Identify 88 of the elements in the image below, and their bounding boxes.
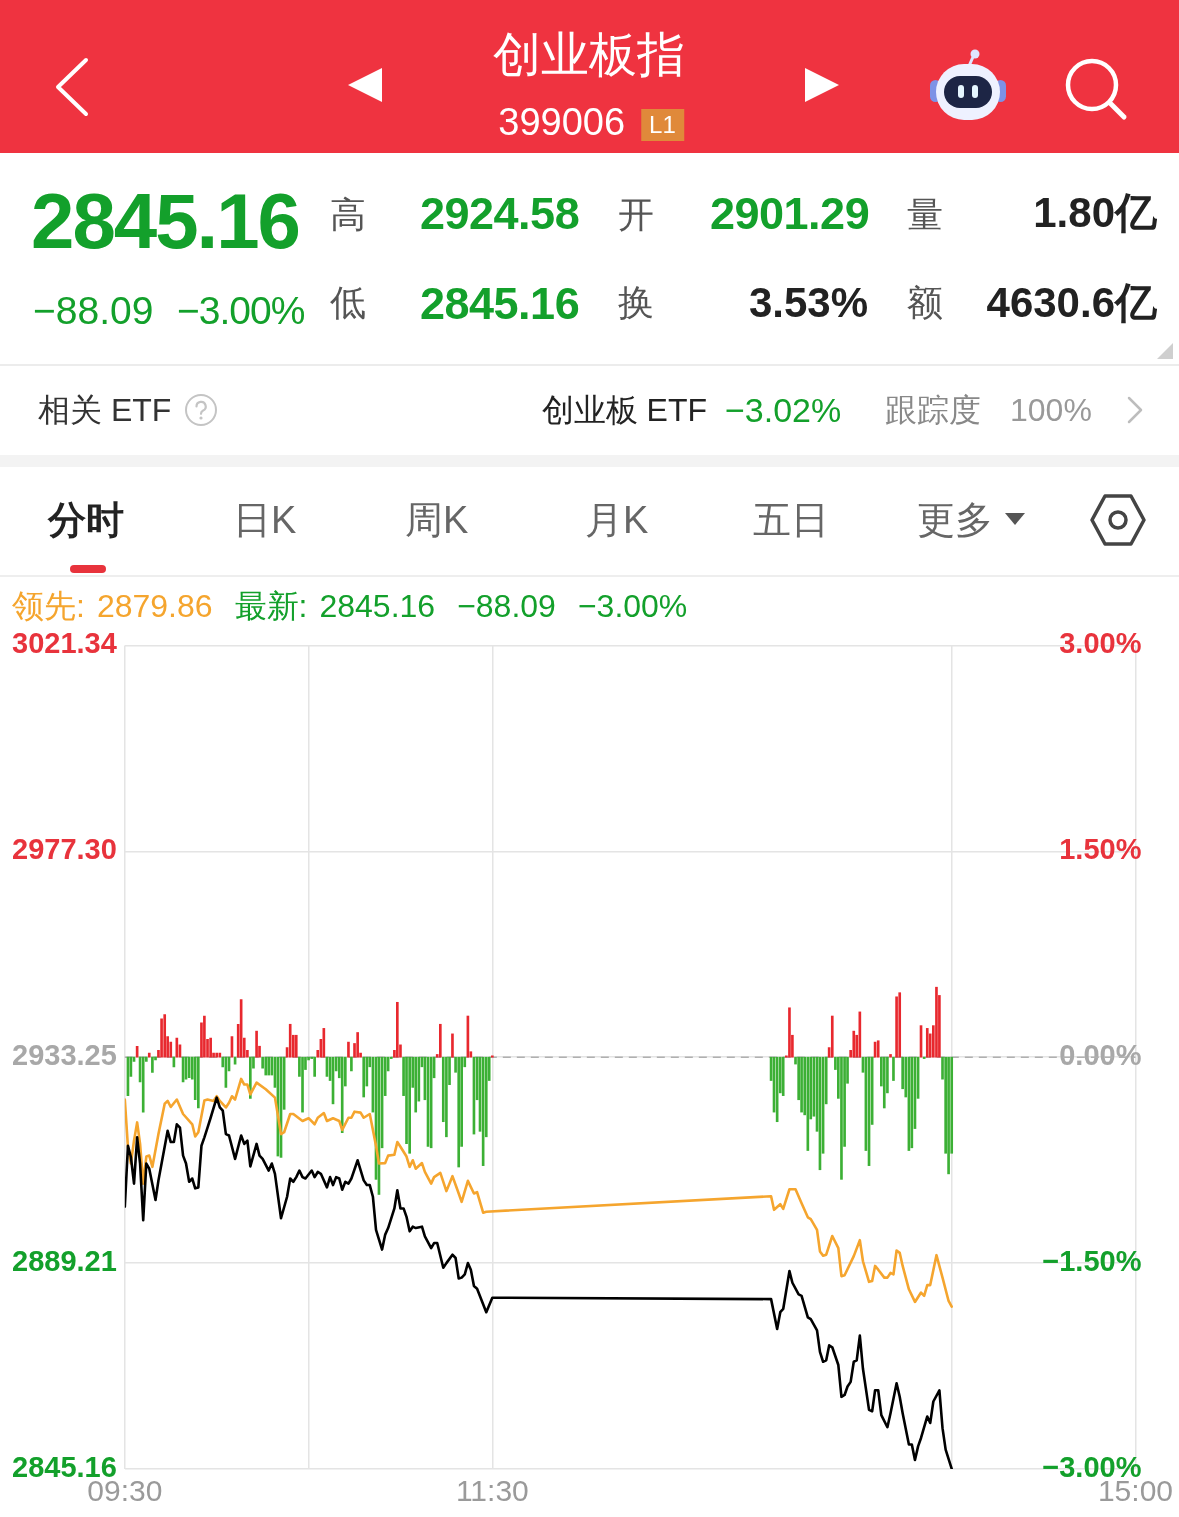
- text: 低: [330, 282, 366, 323]
- text: 3.53%: [748, 279, 868, 326]
- bar: [350, 1056, 353, 1072]
- bar: [491, 1055, 494, 1058]
- x-tick-label: 11:30: [455, 1474, 529, 1508]
- bar: [362, 1056, 366, 1098]
- text: 创业板 ETF: [541, 392, 707, 428]
- bar: [840, 1056, 843, 1180]
- bar: [163, 1014, 167, 1058]
- bar: [830, 1015, 834, 1058]
- text: 2845.16: [420, 278, 580, 329]
- bar: [892, 1056, 895, 1081]
- bar: [947, 1056, 950, 1175]
- y2-tick-label: 0.00%: [1059, 1039, 1142, 1072]
- bar: [313, 1056, 316, 1077]
- text: 2901.29: [710, 188, 870, 239]
- bar: [267, 1056, 271, 1076]
- bar: [396, 1001, 399, 1058]
- text: 开: [618, 194, 654, 235]
- text: 更多: [917, 499, 993, 541]
- bar: [288, 1023, 292, 1058]
- text: 日K: [233, 499, 297, 541]
- bar: [781, 1056, 785, 1096]
- text: 4630.6亿: [986, 279, 1157, 326]
- bar: [264, 1056, 268, 1076]
- bar: [414, 1056, 418, 1113]
- bar: [451, 1033, 454, 1058]
- text: 换: [618, 282, 654, 323]
- text: 周K: [405, 499, 469, 541]
- bar: [457, 1056, 461, 1168]
- bar: [294, 1034, 298, 1058]
- y-tick-label: 2977.30: [12, 833, 117, 866]
- bar: [347, 1041, 350, 1058]
- bar: [197, 1056, 200, 1109]
- bar: [141, 1056, 145, 1113]
- bar: [935, 986, 938, 1058]
- bar: [889, 1054, 892, 1058]
- y2-tick-label: 3.00%: [1059, 627, 1142, 660]
- bar: [218, 1052, 222, 1058]
- text: 2845.16: [319, 587, 436, 626]
- bar: [215, 1052, 219, 1058]
- text: −3.00%: [177, 289, 305, 332]
- text: −3.02%: [725, 391, 842, 429]
- bar: [255, 1030, 258, 1058]
- bar: [788, 1007, 791, 1058]
- bar: [147, 1052, 151, 1058]
- y-tick-label: 2933.25: [12, 1039, 117, 1072]
- bar: [408, 1056, 411, 1154]
- bar: [203, 1015, 206, 1058]
- text: 分时: [48, 499, 124, 541]
- text: 100%: [1010, 392, 1092, 428]
- bar: [439, 1023, 442, 1058]
- bar: [852, 1030, 856, 1058]
- y2-tick-label: −1.50%: [1042, 1245, 1142, 1278]
- text: 2924.58: [420, 188, 580, 239]
- bar: [209, 1037, 212, 1058]
- text: 相关 ETF: [38, 392, 172, 428]
- bar: [151, 1056, 154, 1073]
- text: 2879.86: [96, 587, 213, 626]
- text: −3.00%: [577, 587, 688, 626]
- badge: L1: [641, 109, 684, 141]
- text: 月K: [585, 499, 649, 541]
- y2-tick-label: 1.50%: [1059, 833, 1142, 866]
- text: 领先:: [12, 587, 85, 626]
- text: 高: [330, 194, 366, 235]
- bar: [356, 1032, 359, 1058]
- text: 1.80亿: [1033, 189, 1157, 236]
- text: 量: [907, 194, 943, 235]
- bar: [925, 1028, 929, 1058]
- text: 跟踪度: [885, 392, 981, 428]
- bar: [882, 1056, 886, 1109]
- bar: [340, 1056, 344, 1134]
- bar: [898, 992, 902, 1058]
- text: 创业板指: [493, 28, 685, 81]
- text: 最新:: [234, 587, 308, 626]
- text: −88.09: [33, 289, 154, 332]
- bar: [160, 1018, 163, 1058]
- y-tick-label: 2889.21: [12, 1245, 117, 1278]
- text: 五日: [753, 499, 829, 541]
- bar: [175, 1037, 179, 1058]
- text: 399006: [498, 101, 626, 143]
- bar: [301, 1056, 304, 1113]
- text: −88.09: [457, 587, 556, 626]
- y-tick-label: 3021.34: [12, 627, 117, 660]
- bar: [800, 1056, 803, 1113]
- text: 额: [907, 282, 943, 323]
- bar: [895, 996, 898, 1058]
- bar: [445, 1056, 448, 1138]
